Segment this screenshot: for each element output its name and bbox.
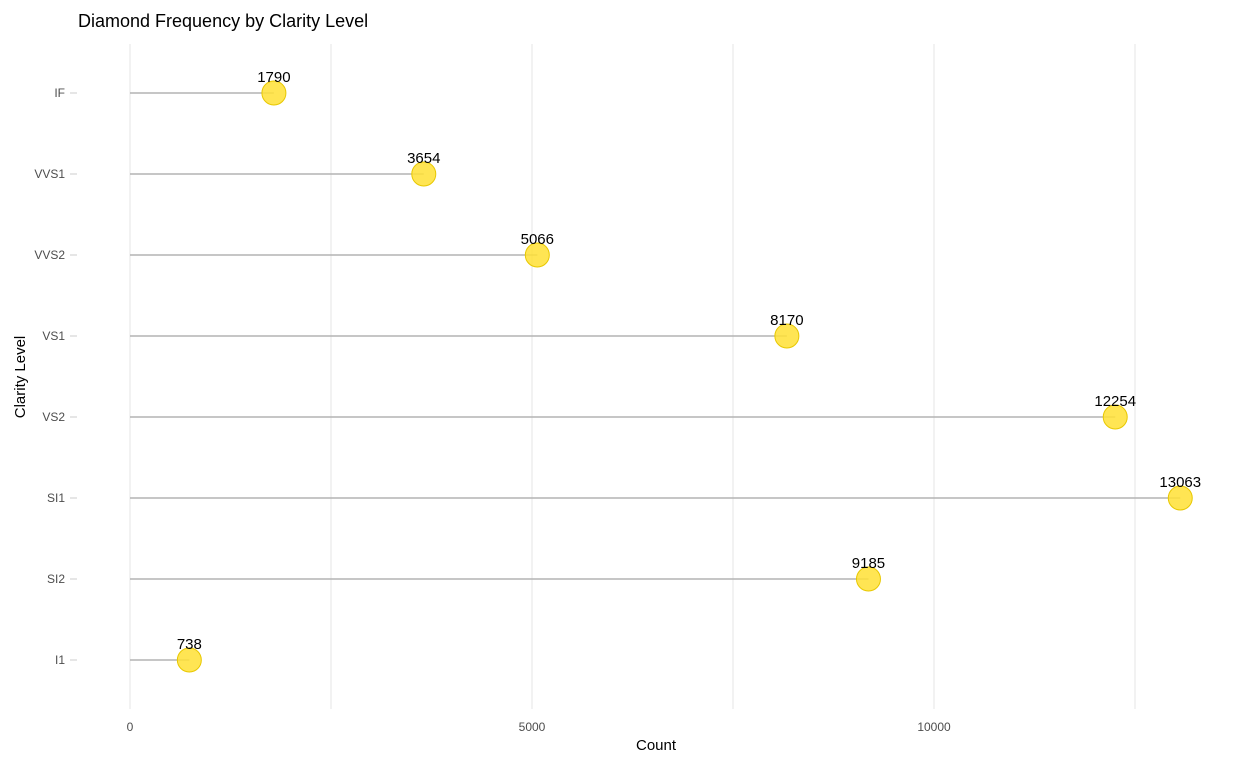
y-tick-label-vs1: VS1 bbox=[42, 329, 65, 343]
points bbox=[176, 80, 1193, 673]
point-if bbox=[261, 80, 287, 106]
value-label-vs1: 8170 bbox=[770, 312, 803, 329]
point-vs1 bbox=[774, 323, 800, 349]
y-tick-label-i1: I1 bbox=[55, 653, 65, 667]
stems bbox=[130, 92, 1181, 661]
value-labels: 1790 3654 5066 8170 12254 13063 9185 738 bbox=[177, 69, 1201, 653]
point-vs2 bbox=[1102, 404, 1128, 430]
value-label-vs2: 12254 bbox=[1094, 393, 1136, 410]
value-label-vvs2: 5066 bbox=[521, 231, 554, 248]
point-vvs2 bbox=[524, 242, 550, 268]
x-axis-title: Count bbox=[636, 737, 677, 754]
y-axis-title: Clarity Level bbox=[12, 336, 29, 419]
y-tick-marks bbox=[70, 92, 77, 661]
y-tick-label-si1: SI1 bbox=[47, 491, 65, 505]
y-tick-label-vvs1: VVS1 bbox=[34, 167, 65, 181]
value-label-si2: 9185 bbox=[852, 555, 885, 572]
y-tick-labels: IF VVS1 VVS2 VS1 VS2 SI1 SI2 I1 bbox=[34, 86, 65, 667]
grid-lines bbox=[129, 44, 1136, 709]
value-label-si1: 13063 bbox=[1159, 474, 1201, 491]
point-si1 bbox=[1167, 485, 1193, 511]
point-vvs1 bbox=[411, 161, 437, 187]
y-tick-label-vs2: VS2 bbox=[42, 410, 65, 424]
value-label-if: 1790 bbox=[257, 69, 290, 86]
y-tick-label-si2: SI2 bbox=[47, 572, 65, 586]
x-tick-label-5000: 5000 bbox=[519, 720, 546, 734]
value-label-vvs1: 3654 bbox=[407, 150, 440, 167]
x-tick-label-0: 0 bbox=[127, 720, 134, 734]
point-si2 bbox=[855, 566, 881, 592]
x-tick-labels: 0 5000 10000 bbox=[127, 720, 951, 734]
value-label-i1: 738 bbox=[177, 636, 202, 653]
y-tick-label-if: IF bbox=[54, 86, 65, 100]
x-tick-label-10000: 10000 bbox=[917, 720, 951, 734]
point-i1 bbox=[176, 647, 202, 673]
chart-title: Diamond Frequency by Clarity Level bbox=[78, 11, 368, 31]
y-tick-label-vvs2: VVS2 bbox=[34, 248, 65, 262]
